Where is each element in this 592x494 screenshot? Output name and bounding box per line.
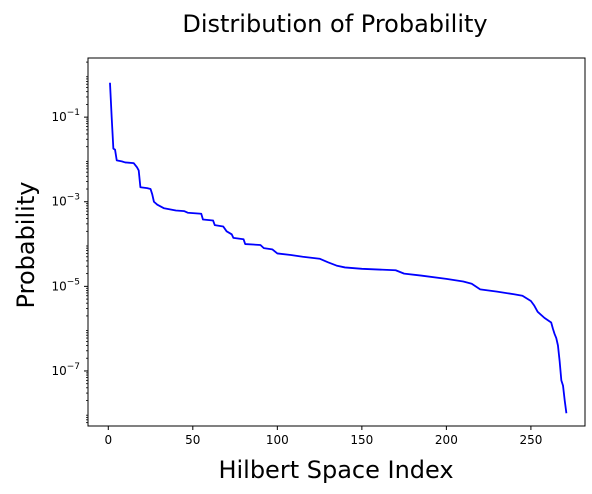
x-tick-label: 150 [350,433,373,447]
x-tick-label: 250 [519,433,542,447]
chart-title: Distribution of Probability [182,10,487,38]
y-tick-label: 10−5 [51,277,80,293]
y-tick-label: 10−3 [51,193,80,209]
y-axis-label: Probability [12,182,40,309]
series-line-0 [109,82,568,414]
x-tick-label: 50 [185,433,200,447]
plot-frame [87,57,586,427]
plot-area [109,82,568,414]
x-tick-label: 100 [266,433,289,447]
y-tick-label: 10−7 [51,362,80,378]
x-axis-label: Hilbert Space Index [218,456,453,484]
x-tick-label: 200 [435,433,458,447]
x-tick-label: 0 [104,433,112,447]
y-axis-ticks: 10−7 10−5 10−3 10−1 [51,61,88,424]
y-tick-label: 10−1 [51,108,80,124]
x-axis-ticks: 0 50 100 150 200 250 [104,426,542,447]
